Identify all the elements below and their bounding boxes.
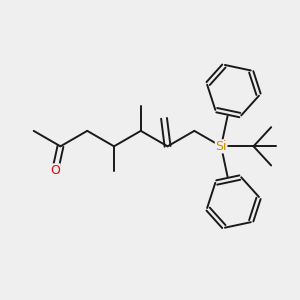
Text: Si: Si — [215, 140, 227, 153]
Text: O: O — [50, 164, 60, 177]
